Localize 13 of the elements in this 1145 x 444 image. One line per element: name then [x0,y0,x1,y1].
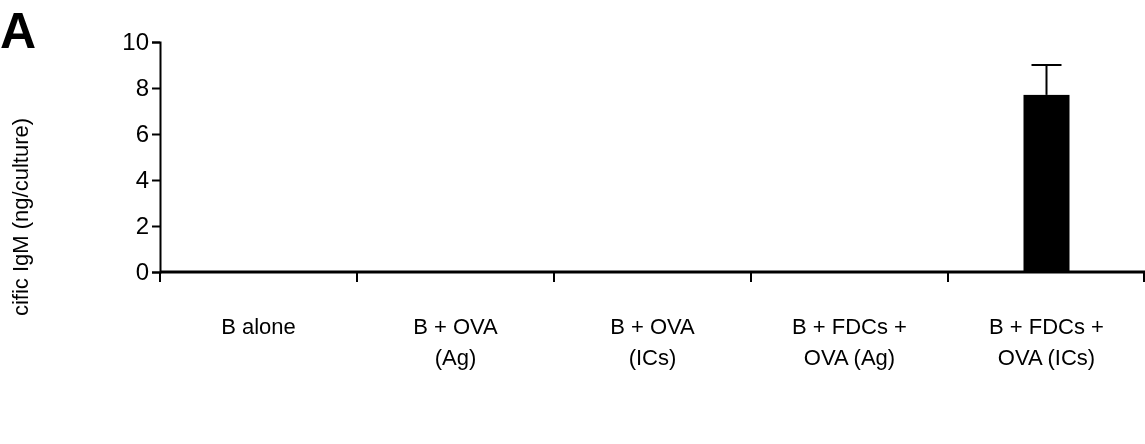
y-tick-label: 8 [135,74,149,102]
y-tick-label: 6 [135,120,149,148]
y-tick-label: 10 [122,28,149,56]
y-tick-label: 0 [135,258,149,286]
y-tick-label: 2 [135,212,149,240]
y-axis-title: cific IgM (ng/culture) [8,117,33,317]
x-tick-label: B + FDCs + OVA (Ag) [792,314,907,370]
x-tick-label: B + FDCs + OVA (ICs) [989,314,1104,370]
text: A [0,3,37,59]
x-tick-label: B + OVA (ICs) [610,314,696,370]
y-tick-label: 4 [135,166,149,194]
x-tick-label: B + OVA (Ag) [413,314,499,370]
x-tick-label: B alone [221,314,296,339]
